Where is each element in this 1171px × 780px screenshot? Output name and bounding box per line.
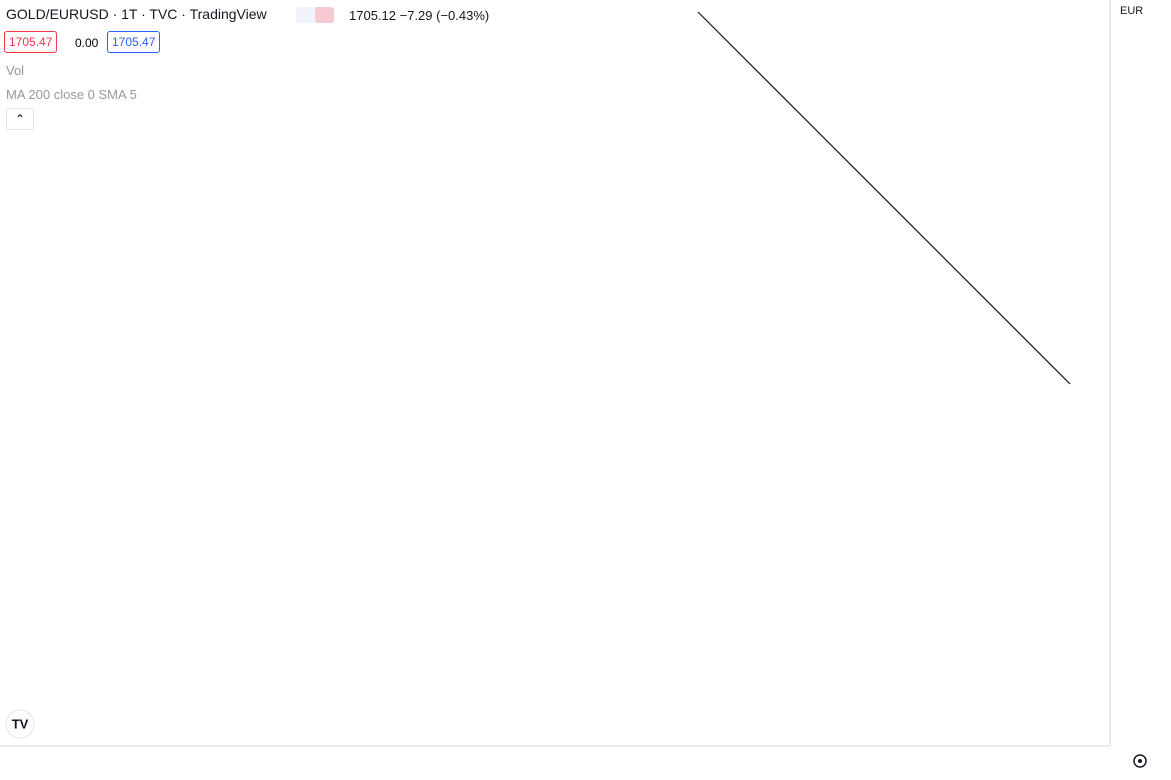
last-price: 1705.12: [349, 8, 396, 23]
settings-icon[interactable]: [1133, 754, 1147, 768]
price-change: −7.29 (−0.43%): [399, 8, 490, 23]
spread: 0.00: [75, 36, 99, 50]
compare-badge[interactable]: [296, 7, 334, 23]
time-axis: [0, 746, 1171, 780]
ask-button[interactable]: 1705.47: [107, 31, 161, 53]
trend-line[interactable]: [697, 11, 1071, 385]
price-axis: [1110, 0, 1171, 780]
collapse-button[interactable]: ⌃: [6, 108, 34, 130]
tv-logo[interactable]: TV: [5, 709, 35, 739]
indicator[interactable]: Vol: [6, 63, 25, 78]
indicator[interactable]: MA 200 close 0 SMA 5: [6, 87, 137, 102]
svg-text:TV: TV: [12, 716, 29, 731]
bid-button[interactable]: 1705.47: [4, 31, 58, 53]
currency: EUR: [1120, 5, 1143, 17]
symbol-title: GOLD/EURUSD · 1T · TVC · TradingView: [6, 6, 267, 22]
